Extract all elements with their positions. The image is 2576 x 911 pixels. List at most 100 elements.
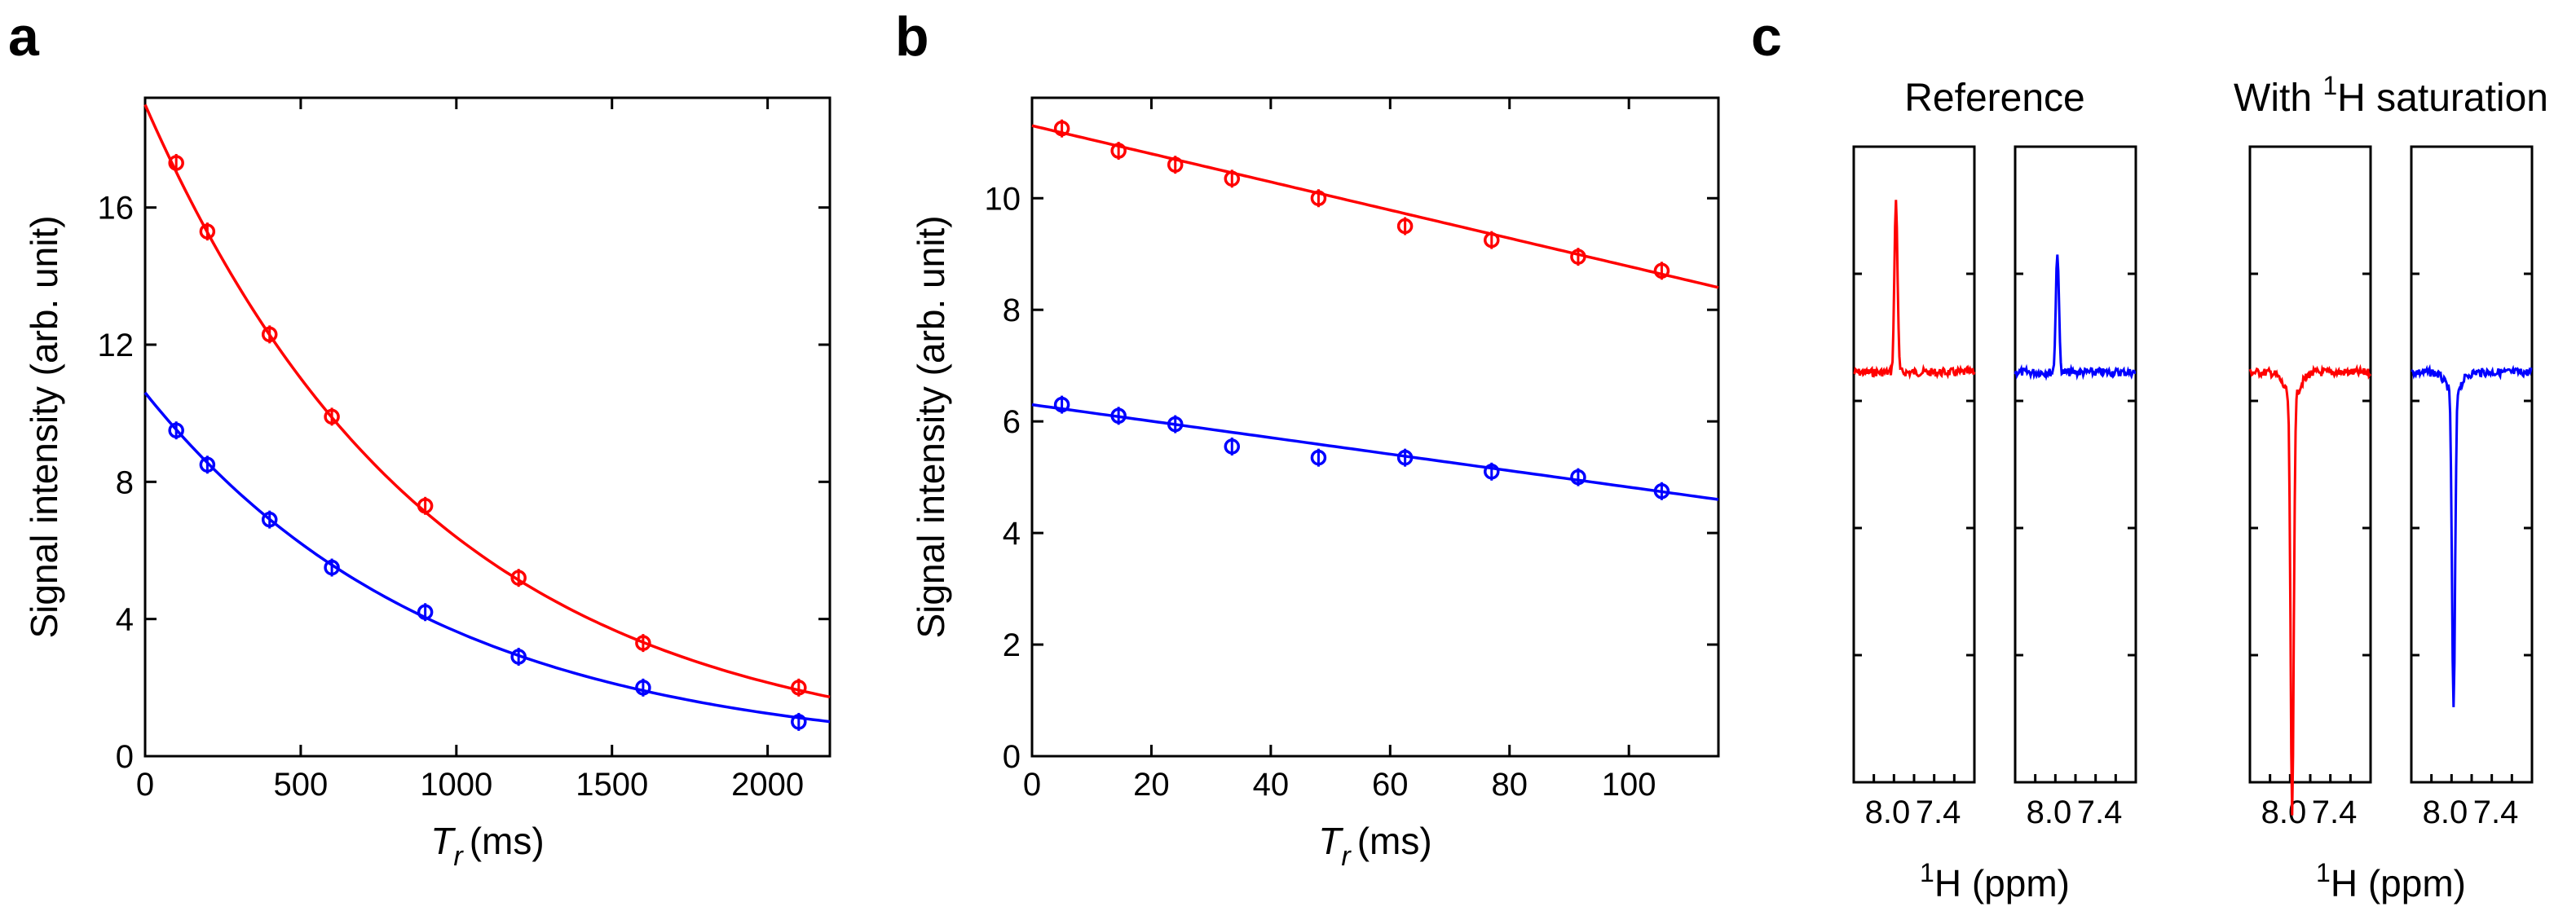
x-axis-label-sub: r [453,841,464,872]
plot-frame [1030,96,1720,758]
spectrum-x-axis-label-text: H (ppm) [1934,862,2070,904]
x-tick-label: 1500 [576,767,648,803]
title-saturation-prefix: With [2234,77,2322,120]
fit-line-blue [143,391,831,724]
y-tick-label: 0 [1003,739,1021,775]
data-point-red [1484,231,1500,249]
data-point-blue [324,559,340,576]
x-axis-label-main: T [1318,820,1343,862]
y-tick-label: 4 [116,602,134,638]
spectrum-frame [2410,145,2534,784]
data-point-blue [791,714,807,730]
x-axis-label-unit: (ms) [1357,820,1432,862]
data-point-blue [261,511,278,528]
x-tick-label: 1000 [420,767,492,803]
x-axis-label-main: T [430,820,456,862]
data-point-blue [168,422,184,438]
fit-line-blue [1031,403,1719,501]
spectrum-x-tick-label: 7.4 [2312,794,2358,830]
x-tick-label: 500 [274,767,329,803]
title-saturation-suffix: H saturation [2337,77,2548,120]
x-axis-label: Tr (ms) [430,820,544,872]
y-tick-label: 4 [1003,516,1021,552]
data-point-red [791,680,807,696]
data-point-red [1167,156,1184,173]
data-point-red [261,326,278,343]
y-tick-label: 0 [116,739,134,775]
fit-line-red [1031,124,1719,289]
x-axis-label: Tr (ms) [1318,820,1431,872]
spectrum-x-tick-label: 7.4 [2473,794,2519,830]
spectrum-x-axis-label-text: H (ppm) [2331,862,2466,904]
spectrum-x-axis-label-sup: 1 [1920,858,1934,887]
spectrum-x-tick-label: 8.0 [2027,794,2072,830]
panel-label-a: a [8,6,40,68]
data-point-blue [1310,449,1327,466]
y-tick-label: 12 [98,328,135,363]
spectrum-trace-red [1853,200,1976,381]
data-point-blue [1167,416,1184,433]
data-point-red [199,223,216,240]
data-point-blue [510,649,527,665]
spectrum-x-axis-label: 1H (ppm) [2316,858,2466,904]
data-point-red [510,570,527,586]
panel-a-chart: 0 500 1000 1500 2000 0 4 8 12 16 Signal intensity … [23,96,831,872]
plot-frame [143,96,831,758]
title-reference: Reference [1904,77,2084,120]
y-tick-label: 8 [116,464,134,500]
y-axis-label: Signal intensity (arb. unit) [23,215,65,638]
data-point-red [1053,120,1070,137]
x-axis-label-unit: (ms) [470,820,545,862]
y-axis-label: Signal intensity (arb. unit) [910,215,952,638]
x-tick-label: 40 [1253,767,1290,803]
spectrum-x-tick-label: 7.4 [1916,794,1961,830]
spectrum-x-axis-label: 1H (ppm) [1920,858,2070,904]
panel-label-b: b [895,6,929,68]
data-point-blue [1396,449,1414,466]
data-point-red [1224,170,1241,187]
data-point-blue [199,456,216,473]
x-tick-label: 100 [1602,767,1656,803]
y-tick-label: 8 [1003,293,1021,328]
data-point-blue [1110,407,1127,425]
x-tick-label: 0 [136,767,154,803]
spectrum-trace-blue [2014,254,2137,381]
fit-line-red [143,103,831,699]
x-tick-label: 80 [1491,767,1528,803]
data-point-red [1110,143,1127,159]
spectrum-x-tick-label: 7.4 [2077,794,2123,830]
data-point-red [1570,249,1586,265]
y-tick-label: 10 [985,181,1021,217]
spectrum-frame [1852,145,1976,784]
data-point-blue [1484,464,1500,480]
panel-b-chart: 0 20 40 60 80 100 0 2 4 6 8 10 Signal intensity (arb… [910,96,1720,872]
data-point-red [1653,262,1670,279]
data-point-blue [635,680,651,696]
spectrum-x-tick-label: 8.0 [2261,794,2307,830]
x-tick-label: 60 [1372,767,1409,803]
x-tick-label: 20 [1133,767,1170,803]
title-saturation-sup: 1 [2322,71,2337,100]
data-point-red [1396,218,1414,235]
spectrum-trace-red [2248,363,2372,816]
y-tick-label: 2 [1003,627,1021,663]
data-point-red [168,155,184,171]
title-saturation: With 1H saturation [2234,71,2548,120]
data-point-blue [417,604,434,620]
spectrum-frame [2248,145,2372,784]
panel-label-c: c [1751,6,1782,68]
spectrum-trace-blue [2411,363,2533,707]
data-point-red [324,408,340,425]
data-point-red [1310,190,1327,207]
spectrum-x-tick-label: 8.0 [2423,794,2468,830]
x-axis-label-sub: r [1341,841,1352,872]
x-tick-label: 0 [1023,767,1041,803]
spectrum-x-tick-label: 8.0 [1865,794,1911,830]
data-point-blue [1053,396,1070,413]
y-tick-label: 16 [98,191,135,227]
data-point-red [417,498,434,514]
data-point-red [635,635,651,651]
data-point-blue [1653,482,1670,500]
